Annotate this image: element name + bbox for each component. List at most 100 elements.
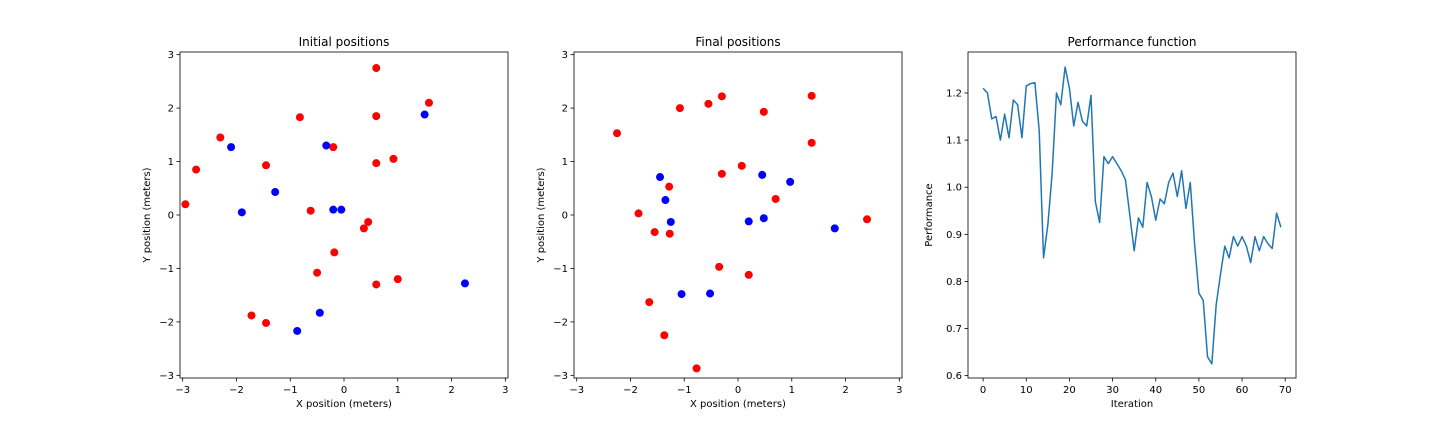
y-tick-label: −3 [553, 371, 568, 382]
data-point [759, 214, 768, 223]
x-tick-label: 3 [502, 385, 508, 396]
data-point [807, 138, 816, 147]
data-point [424, 98, 433, 107]
y-tick-label: −3 [159, 371, 174, 382]
x-tick-label: 3 [896, 385, 902, 396]
x-tick-label: 20 [1063, 385, 1076, 396]
x-tick-label: 60 [1236, 385, 1249, 396]
data-point [677, 290, 686, 299]
data-point [706, 289, 715, 298]
data-point [650, 228, 659, 237]
data-point [393, 275, 402, 284]
data-point [665, 182, 674, 191]
data-point [715, 262, 724, 271]
y-tick-label: 0.6 [946, 371, 962, 382]
data-point [329, 143, 338, 152]
data-point [329, 205, 338, 214]
x-tick-label: 1 [395, 385, 401, 396]
x-tick-label: −1 [677, 385, 692, 396]
data-point [661, 196, 670, 205]
data-point [656, 173, 665, 182]
y-tick-label: 1.0 [946, 183, 962, 194]
data-point [460, 279, 469, 288]
data-point [315, 308, 324, 317]
y-tick-label: 0 [168, 211, 174, 222]
plot-frame [179, 51, 509, 379]
data-point [372, 112, 381, 121]
x-tick-label: −2 [623, 385, 638, 396]
y-tick-label: −1 [553, 264, 568, 275]
data-point [372, 64, 381, 73]
x-tick-label: 0 [980, 385, 986, 396]
data-point [420, 110, 429, 119]
chart-title: Final positions [695, 35, 780, 49]
data-point [372, 280, 381, 289]
data-point [717, 169, 726, 178]
data-point [863, 215, 872, 224]
y-tick-label: 2 [562, 104, 568, 115]
x-tick-label: −3 [175, 385, 190, 396]
x-tick-label: 70 [1279, 385, 1292, 396]
subplot-1: Initial positions −3 −2 −1 0 1 2 3 −3 −2 −1 0 1 2 3 X p… [142, 35, 508, 410]
y-tick-label: 1 [168, 157, 174, 168]
y-tick-label: 0.7 [946, 324, 962, 335]
data-point [634, 209, 643, 218]
y-tick-label: 0 [562, 211, 568, 222]
x-tick-label: 10 [1020, 385, 1033, 396]
data-point [737, 161, 746, 170]
x-tick-label: 1 [789, 385, 795, 396]
chart-title: Initial positions [299, 35, 390, 49]
data-point [704, 99, 713, 108]
x-tick-label: −1 [283, 385, 298, 396]
data-point [717, 92, 726, 101]
x-axis-label: X position (meters) [690, 399, 786, 410]
y-tick-label: 1 [562, 157, 568, 168]
x-tick-label: 50 [1193, 385, 1206, 396]
data-point [744, 217, 753, 226]
data-point [237, 208, 246, 217]
y-tick-label: −2 [159, 317, 174, 328]
x-tick-label: 2 [448, 385, 454, 396]
subplot-3: Performance function 0 10 20 30 40 50 60 70 0.6 0.… [924, 35, 1297, 410]
data-point [337, 205, 346, 214]
x-tick-label: 0 [341, 385, 347, 396]
data-point [692, 364, 701, 373]
series-line [982, 66, 1282, 365]
data-point [771, 194, 780, 203]
y-axis-label: Y position (meters) [536, 167, 547, 263]
chart-title: Performance function [1068, 35, 1197, 49]
x-tick-label: 0 [735, 385, 741, 396]
data-point [660, 331, 669, 340]
x-tick-label: 30 [1106, 385, 1119, 396]
x-tick-label: 40 [1149, 385, 1162, 396]
data-point [322, 141, 331, 150]
data-point [271, 188, 280, 197]
data-point [665, 229, 674, 238]
y-axis-label: Y position (meters) [142, 167, 153, 263]
data-point [330, 248, 339, 257]
data-point [807, 91, 816, 100]
data-point [247, 311, 256, 320]
data-point [675, 104, 684, 113]
data-point [262, 318, 271, 327]
data-point [293, 326, 302, 335]
data-point [758, 170, 767, 179]
data-point [313, 268, 322, 277]
y-tick-label: 3 [168, 50, 174, 61]
data-point [786, 177, 795, 186]
data-point [262, 161, 271, 170]
y-tick-label: 0.9 [946, 230, 962, 241]
y-tick-label: 0.8 [946, 277, 962, 288]
data-point [613, 129, 622, 138]
data-point [830, 224, 839, 233]
plot-frame [573, 51, 903, 379]
y-tick-label: −1 [159, 264, 174, 275]
y-tick-label: 1.1 [946, 136, 962, 147]
y-tick-label: 1.2 [946, 88, 962, 99]
data-point [645, 298, 654, 307]
data-point [306, 206, 315, 215]
data-point [192, 165, 201, 174]
data-point [666, 217, 675, 226]
x-axis-label: X position (meters) [296, 399, 392, 410]
